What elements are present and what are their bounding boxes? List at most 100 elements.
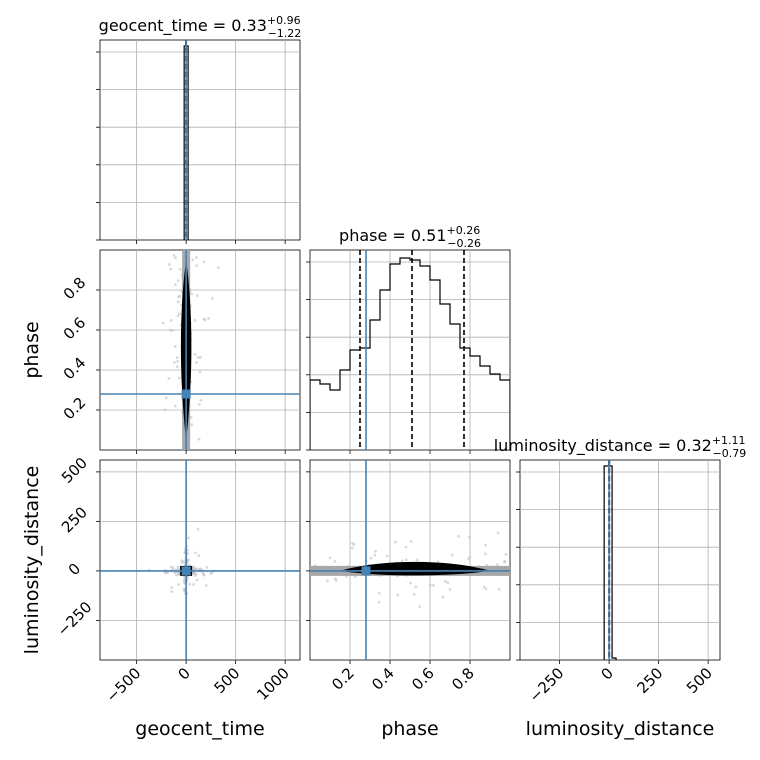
scatter-point [199,355,202,359]
x-tick-label: −500 [103,664,145,706]
title-minus: −0.26 [447,237,481,250]
title-median: geocent_time = 0.33 [99,16,267,36]
x-tick-label: 0.6 [408,664,438,694]
scatter-point [393,540,397,544]
scatter-point [197,554,201,558]
scatter-point [178,294,182,298]
scatter-point [177,312,181,316]
x-tick-label: 250 [633,664,666,697]
y-tick-label: −250 [54,598,96,640]
x-tick-label: 500 [683,664,716,697]
y-tick-label: 250 [58,503,91,536]
scatter-point [418,605,422,609]
scatter-point [495,563,499,567]
scatter-point [467,557,470,561]
plot-content [100,40,720,660]
panel-geocent_time-phase [100,250,300,450]
scatter-point [409,540,413,543]
scatter-point [441,595,445,599]
injection-marker [181,566,191,576]
scatter-point [396,593,400,597]
injection-marker [181,389,191,399]
marginal-title-phase: phase = 0.51+0.26 −0.26 [339,224,481,250]
panel-frame [519,459,721,661]
scatter-point [190,292,194,296]
scatter-point [202,260,206,264]
scatter-point [369,556,373,560]
scatter-point [173,404,177,408]
panel-frame [99,459,301,661]
x-tick-label: 0.4 [368,664,398,694]
scatter-point [175,356,179,360]
scatter-point [177,376,181,380]
scatter-point [400,559,404,563]
scatter-point [353,575,357,579]
x-tick-label: 0.2 [328,664,358,694]
scatter-point [176,314,180,318]
scatter-point [198,370,202,374]
y-tick-label: 0.8 [60,274,90,304]
scatter-point [180,561,184,565]
histogram-luminosity_distance [603,465,617,660]
title-plus: +1.11 [712,434,746,447]
scatter-point [468,535,471,539]
scatter-point [167,377,171,380]
scatter-point [193,318,197,322]
scatter-geocent_time-luminosity_distance [148,527,216,596]
scatter-point [484,587,488,591]
x-tick-label: 0 [597,664,616,683]
x-tick-label: −250 [526,664,568,706]
x-tick-label: 1000 [253,664,293,704]
scatter-point [163,571,167,575]
panel-frame [99,249,301,451]
panel-frame [309,459,511,661]
scatter-point [374,549,377,553]
scatter-point [377,591,381,595]
scatter-point [484,543,487,547]
scatter-point [169,267,173,271]
scatter-point [193,352,197,356]
scatter-point [174,283,177,286]
scatter-point [187,536,190,540]
scatter-point [217,266,220,270]
panel-frame [309,249,511,451]
y-tick-label: 0.4 [60,354,90,384]
scatter-point [195,264,199,268]
scatter-point [180,559,184,562]
title-plus: +0.96 [267,14,301,27]
scatter-point [176,583,180,586]
scatter-point [428,583,432,587]
scatter-point [404,545,408,549]
marginal-title-geocent_time: geocent_time = 0.33+0.96 −1.22 [99,14,302,40]
scatter-point [195,256,198,259]
scatter-point [503,560,507,564]
scatter-point [202,572,205,576]
panel-phase-luminosity_distance [310,460,510,660]
title-minus: −1.22 [268,27,302,40]
scatter-point [446,581,450,585]
scatter-point [161,321,165,325]
scatter-point [175,365,179,369]
y-tick-label: 0.6 [60,314,90,344]
injection-marker [361,566,371,576]
scatter-point [504,553,508,556]
scatter-point [169,318,173,322]
scatter-point [174,573,178,577]
title-plus: +0.26 [447,224,481,237]
marginal-title-luminosity_distance: luminosity_distance = 0.32+1.11 −0.79 [494,434,747,460]
scatter-point [497,587,501,591]
scatter-point [188,582,192,586]
scatter-point [197,437,201,441]
scatter-point [195,567,199,570]
scatter-point [170,590,174,594]
scatter-point [192,571,196,575]
scatter-point [350,546,354,550]
panel-phase-phase [310,250,510,450]
xlabel-phase: phase [381,718,438,740]
xlabel-luminosity-distance: luminosity_distance [526,718,715,740]
density-core [340,561,490,576]
scatter-point [193,574,197,578]
scatter-point [196,356,200,359]
title-median: luminosity_distance = 0.32 [494,436,712,456]
